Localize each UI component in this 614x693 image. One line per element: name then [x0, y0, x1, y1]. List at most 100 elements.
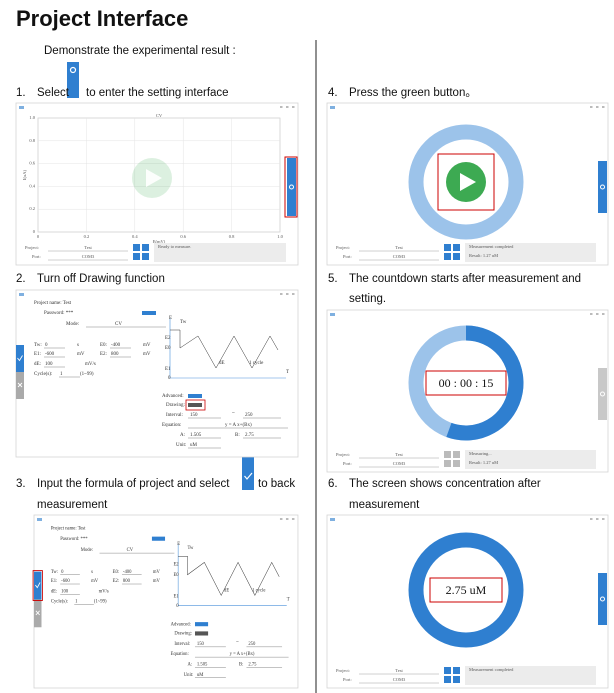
tool-icon: [142, 244, 149, 251]
footer-label: Port:: [32, 254, 41, 259]
toggle: [194, 631, 209, 636]
tool-icon: [133, 244, 140, 251]
step-text: The countdown starts after measurement a…: [349, 273, 581, 285]
check-icon: [35, 582, 41, 589]
window-control: [279, 518, 283, 520]
side-tab: [598, 368, 607, 420]
label: Cycle(s):: [51, 600, 68, 605]
footer-label: Port:: [343, 461, 352, 466]
toggle: [142, 311, 156, 315]
step-number: 6.: [328, 478, 338, 490]
label: y = A x+(Bx): [230, 652, 255, 657]
label: A:: [188, 662, 193, 667]
side-tab: [598, 573, 607, 625]
toggle: [194, 622, 209, 627]
gear-icon: [600, 184, 605, 190]
screen-settings-drawing: Project name: Test Password: *** Mode: CV Tw…: [15, 289, 299, 458]
label: Password: ***: [44, 311, 74, 316]
label: T: [287, 597, 290, 602]
y-tick-label: 0.4: [29, 183, 35, 188]
menu-icon: [19, 106, 24, 109]
label: A:: [180, 433, 185, 438]
highlight-box: [425, 370, 507, 396]
label: 0: [61, 570, 64, 575]
label: dE: [224, 588, 229, 593]
step-text: setting.: [349, 293, 386, 305]
label: dE:: [34, 362, 41, 367]
label: 250: [245, 413, 253, 418]
play-triangle: [460, 173, 476, 191]
label: 250: [248, 642, 256, 647]
label: mV: [143, 343, 151, 348]
label: 0: [45, 343, 48, 348]
footer-value: Test: [395, 668, 403, 673]
settings-content: Project name: Test Password: *** Mode: CV Tw…: [32, 526, 290, 678]
label: E1:: [51, 579, 57, 584]
y-tick-label: 0.8: [29, 138, 35, 143]
side-tab: [598, 161, 607, 213]
window-control: [292, 106, 295, 108]
label: Equation:: [171, 652, 189, 657]
gear-icon: [289, 184, 294, 190]
menu-icon: [19, 293, 24, 296]
label: Cycle(s):: [34, 372, 52, 377]
status-box: [154, 243, 286, 262]
label: 0: [176, 604, 179, 609]
label: 1: [60, 372, 63, 377]
screen-start: Project: Test Port: COM3 Measurement complet…: [326, 102, 609, 266]
confirm-tab: [16, 345, 24, 372]
label: 1.505: [190, 433, 202, 438]
label: Tw: [188, 546, 194, 551]
highlight-box: [429, 577, 503, 603]
window-control: [286, 293, 289, 295]
label: E0: [173, 573, 179, 578]
window-control: [280, 293, 283, 295]
label: E1:: [34, 352, 41, 357]
tool-icon: [453, 676, 460, 683]
label: 150: [190, 413, 198, 418]
label: 1 cycle: [249, 361, 264, 366]
x-tick-label: 0.4: [132, 234, 138, 239]
label: CV: [127, 548, 134, 553]
label: ~: [236, 640, 239, 645]
label: Interval:: [166, 413, 183, 418]
gear-icon: [600, 596, 605, 602]
footer-value: COM3: [393, 461, 406, 466]
label: Password: ***: [60, 537, 88, 542]
tool-icon: [453, 667, 460, 674]
footer-label: Port:: [343, 677, 352, 682]
menu-icon: [330, 518, 335, 521]
concentration: 2.75 uM: [446, 583, 487, 597]
step-text: Select: [37, 87, 70, 99]
label: 0: [168, 376, 171, 381]
step-text: Turn off Drawing function: [37, 273, 165, 285]
window-control: [590, 313, 593, 315]
window-control: [590, 106, 593, 108]
settings-content: Project name: Test Password: *** Mode: CV Tw…: [16, 301, 289, 449]
footer-label: Project:: [336, 452, 350, 457]
label: 100: [45, 362, 53, 367]
label: 150: [197, 642, 205, 647]
label: E2:: [113, 579, 119, 584]
step-number: 2.: [16, 273, 26, 285]
label: E1: [173, 594, 179, 599]
status-text: Measurement completed: [469, 244, 514, 249]
graph-title: CV: [156, 113, 163, 118]
gear-icon: [600, 391, 605, 397]
label: Mode:: [66, 322, 79, 327]
y-tick-label: 0: [33, 229, 36, 234]
footer-value: COM3: [82, 254, 95, 259]
label: dE: [219, 361, 225, 366]
step3-icon: [242, 456, 254, 490]
tool-icon: [444, 460, 451, 467]
status-text: Measuring...: [469, 451, 492, 456]
axes: [169, 318, 286, 379]
y-tick-label: 0.6: [29, 161, 35, 166]
progress-ring: [408, 124, 524, 240]
label: B:: [239, 662, 243, 667]
step-text: to enter the setting interface: [86, 87, 229, 99]
window-control: [285, 518, 289, 520]
x-tick-label: 0.6: [180, 234, 186, 239]
label: Equation:: [162, 423, 181, 428]
tool-icon: [453, 253, 460, 260]
